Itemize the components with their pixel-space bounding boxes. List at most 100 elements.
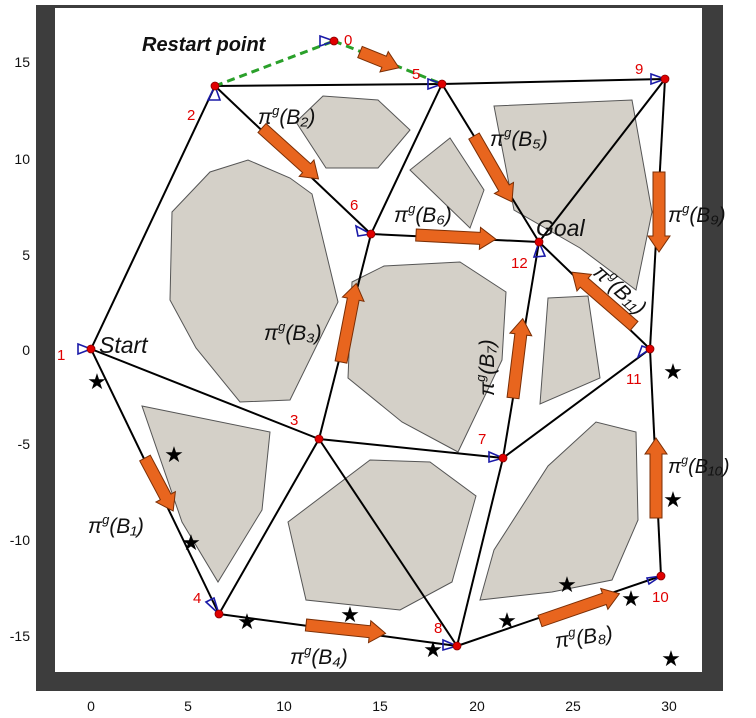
policy-label-B2: πg(B₂) (258, 103, 315, 129)
node-5 (437, 79, 447, 89)
heading-marker-0 (319, 34, 337, 48)
policy-arrow-B6 (415, 226, 497, 251)
policy-label-B10: πg(B₁₀) (668, 453, 730, 478)
node-7 (498, 453, 508, 463)
edge-3-7 (318, 438, 504, 459)
node-label-8: 8 (434, 620, 442, 637)
heading-marker-10 (645, 575, 662, 586)
node-labels: 0 1 2 3 4 5 6 7 8 9 10 11 12 (57, 32, 669, 637)
heading-marker-5 (427, 77, 445, 91)
node-label-12: 12 (511, 255, 528, 272)
obstacle-5 (347, 261, 507, 453)
node-3 (314, 434, 324, 444)
policy-arrow-restart (357, 45, 400, 73)
policy-arrow-B2 (257, 122, 320, 180)
policy-label-B4: πg(B₄) (290, 643, 348, 669)
heading-marker-4 (204, 596, 221, 617)
star-icon: ★ (557, 573, 577, 598)
edge-5-6 (370, 83, 443, 235)
y-tick-label: -10 (10, 532, 30, 548)
node-8 (452, 641, 462, 651)
obstacle-2 (409, 137, 485, 229)
node-1 (86, 344, 96, 354)
y-tick-label: 10 (14, 151, 30, 167)
edge-7-11 (502, 348, 651, 459)
edge-2-5 (214, 83, 443, 87)
star-icon: ★ (621, 587, 641, 612)
policy-arrow-B8 (537, 587, 621, 628)
node-label-0: 0 (344, 32, 352, 49)
heading-marker-2 (206, 83, 222, 101)
policy-labels: πg(B₁) πg(B₂) πg(B₃) πg(B₄) πg(B₅) πg(B₆… (88, 103, 730, 669)
policy-arrow-B10 (644, 437, 668, 519)
star-icon: ★ (164, 443, 184, 468)
obstacle-7 (141, 405, 271, 583)
start-label: Start (99, 332, 149, 358)
policy-arrows (139, 45, 671, 644)
policy-arrow-B4 (304, 618, 387, 644)
edge-3-4 (218, 438, 320, 615)
obstacle-6 (539, 295, 601, 405)
node-label-11: 11 (626, 371, 642, 388)
x-tick-label: 25 (565, 698, 581, 714)
node-10 (656, 571, 666, 581)
policy-label-B1: πg(B₁) (88, 512, 144, 538)
y-tick-label: 0 (22, 342, 30, 358)
policy-label-B3: πg(B₃) (264, 319, 322, 345)
heading-marker-7 (488, 450, 506, 464)
policy-arrow-B11 (571, 271, 639, 332)
y-tick-label: -5 (18, 436, 31, 452)
heading-marker-9 (650, 72, 668, 86)
node-label-1: 1 (57, 347, 65, 364)
node-4 (214, 609, 224, 619)
node-label-5: 5 (412, 66, 420, 83)
heading-marker-1 (77, 342, 94, 356)
node-label-4: 4 (193, 590, 201, 607)
node-9 (660, 74, 670, 84)
obstacle-9 (479, 421, 639, 601)
y-tick-label: -15 (10, 628, 30, 644)
policy-label-B7: πg(B₇) (473, 339, 499, 396)
policy-arrow-B1 (139, 454, 176, 512)
node-0 (329, 36, 339, 46)
policy-label-B8: πg(B₈) (553, 619, 614, 653)
restart-point-label: Restart point (142, 34, 267, 56)
x-tick-label: 5 (184, 698, 192, 714)
y-axis-ticks: 15 10 5 0 -5 -10 -15 (10, 54, 30, 644)
x-axis-ticks: 0 5 10 15 20 25 30 (87, 698, 677, 714)
policy-label-B5: πg(B₅) (490, 125, 548, 151)
policy-arrow-B9 (647, 171, 671, 253)
star-icon: ★ (340, 603, 360, 628)
node-label-10: 10 (652, 589, 669, 606)
stars: ★ ★ ★ ★ ★ ★ ★ ★ ★ ★ ★ ★ (87, 360, 683, 672)
x-tick-label: 15 (372, 698, 388, 714)
node-label-9: 9 (635, 61, 643, 78)
edge-1-3 (90, 348, 320, 440)
policy-label-B9: πg(B₉) (668, 201, 726, 227)
star-icon: ★ (423, 638, 443, 663)
obstacles (141, 95, 653, 611)
x-tick-label: 10 (276, 698, 292, 714)
y-tick-label: 5 (22, 247, 30, 263)
policy-arrow-B3 (334, 282, 365, 364)
star-icon: ★ (181, 531, 201, 556)
edge-5-9 (441, 78, 666, 85)
node-11 (645, 344, 655, 354)
star-icon: ★ (663, 488, 683, 513)
node-label-3: 3 (290, 412, 298, 429)
policy-arrow-B7 (506, 317, 533, 400)
policy-label-B6: πg(B₆) (394, 201, 452, 227)
node-12 (534, 237, 544, 247)
heading-marker-12 (532, 239, 547, 258)
restart-edge-2-0 (214, 39, 335, 88)
x-tick-label: 20 (469, 698, 485, 714)
obstacle-4 (169, 159, 339, 403)
star-icon: ★ (661, 647, 681, 672)
edge-1-2 (90, 85, 216, 350)
star-icon: ★ (237, 610, 257, 635)
star-icon: ★ (497, 609, 517, 634)
edge-7-8 (456, 457, 504, 647)
node-2 (210, 81, 220, 91)
node-label-7: 7 (478, 431, 486, 448)
